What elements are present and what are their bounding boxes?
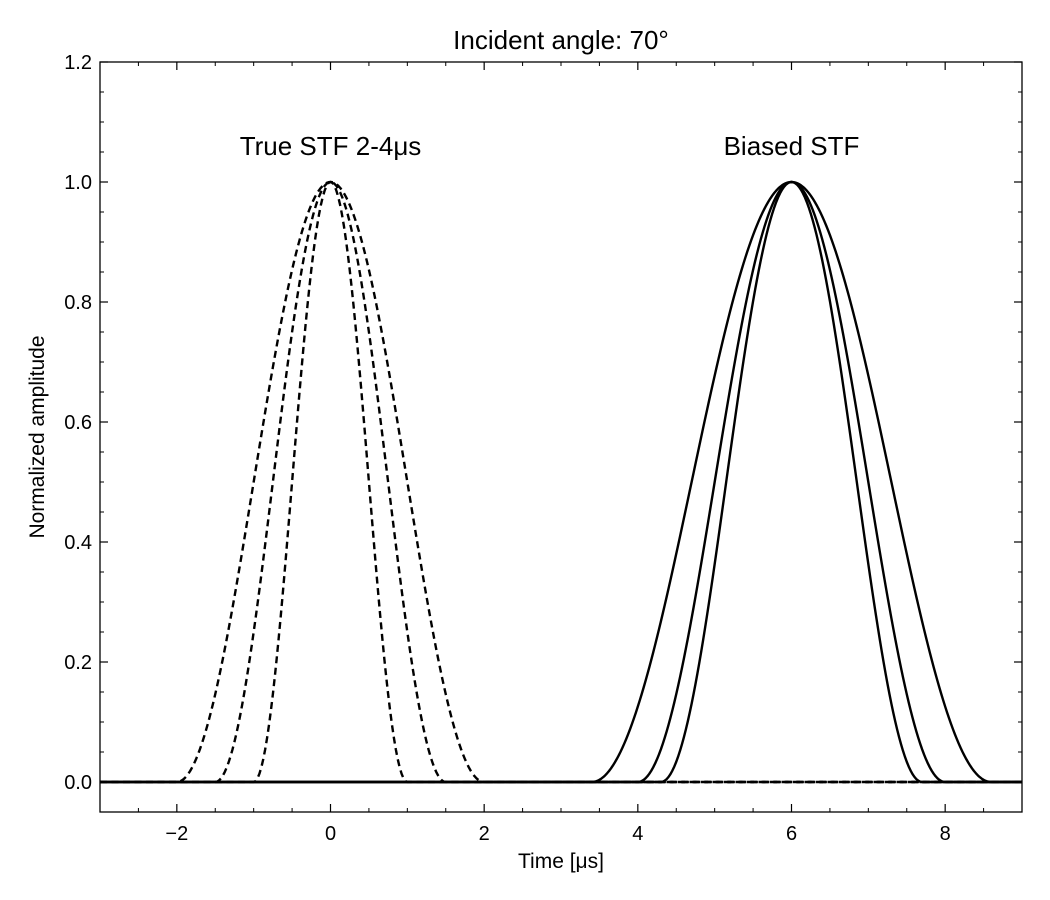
x-tick-label: 4 [632, 823, 643, 845]
y-tick-label: 0.4 [64, 532, 92, 554]
x-tick-label: 6 [786, 823, 797, 845]
x-axis-label: Time [μs] [518, 850, 604, 873]
ticks-layer: −2 0 2 4 6 8 0.0 0.2 0.4 0.6 0.8 1.0 1.2 [64, 52, 1023, 845]
chart-title: Incident angle: 70° [453, 25, 669, 55]
series-layer [100, 180, 1022, 784]
series-line-1 [100, 180, 1022, 784]
series-line-5 [100, 180, 1022, 784]
y-tick-label: 0.0 [64, 772, 92, 794]
series-line-3 [100, 180, 1022, 784]
x-tick-label: −2 [165, 823, 188, 845]
x-tick-label: 0 [325, 823, 336, 845]
x-tick-label: 8 [940, 823, 951, 845]
series-line-2 [100, 180, 1022, 784]
y-tick-label: 0.8 [64, 292, 92, 314]
plot-frame [99, 61, 1023, 813]
series-line-0 [100, 180, 1022, 784]
y-tick-label: 0.6 [64, 412, 92, 434]
annotation-biased-stf: Biased STF [724, 131, 860, 161]
y-tick-label: 1.2 [64, 52, 92, 74]
y-axis-label: Normalized amplitude [26, 335, 49, 538]
x-tick-label: 2 [479, 823, 490, 845]
y-tick-label: 0.2 [64, 652, 92, 674]
annotation-true-stf: True STF 2-4μs [240, 131, 422, 161]
y-tick-label: 1.0 [64, 172, 92, 194]
series-line-4 [100, 180, 1022, 784]
